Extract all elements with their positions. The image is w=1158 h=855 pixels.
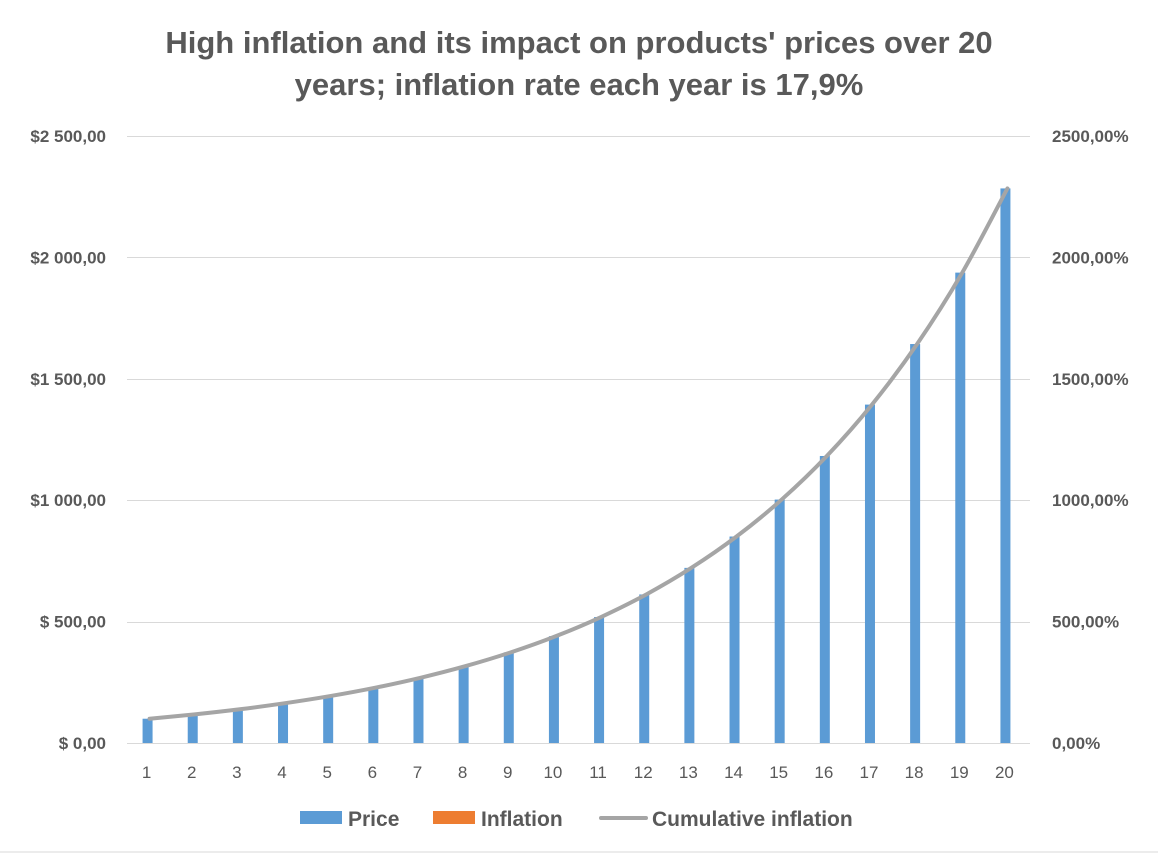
gridlines: [127, 136, 1030, 744]
left-tick-label: $2 500,00: [30, 127, 106, 146]
price-bar: [819, 455, 830, 743]
right-tick-label: 1000,00%: [1052, 491, 1129, 510]
cumulative-inflation-line: [147, 186, 1010, 721]
right-tick-label: 1500,00%: [1052, 370, 1129, 389]
right-tick-label: 2500,00%: [1052, 127, 1129, 146]
chart-title: High inflation and its impact on product…: [0, 22, 1158, 106]
x-tick-label: 11: [589, 763, 607, 782]
price-bar: [774, 499, 785, 743]
price-bar: [503, 652, 514, 743]
x-tick-label: 7: [413, 763, 422, 782]
x-tick-label: 14: [724, 763, 743, 782]
legend-label-inflation: Inflation: [481, 808, 563, 831]
price-bar: [142, 718, 153, 743]
x-tick-label: 20: [995, 763, 1014, 782]
chart-title-line-2: years; inflation rate each year is 17,9%: [294, 67, 864, 102]
left-tick-label: $ 500,00: [40, 613, 106, 632]
legend-swatch-price: [300, 811, 342, 824]
price-bar: [684, 567, 695, 743]
x-tick-label: 13: [679, 763, 698, 782]
x-tick-label: 5: [322, 763, 331, 782]
left-axis-ticks: $ 0,00 $ 500,00 $1 000,00 $1 500,00 $2 000,0…: [30, 127, 106, 753]
price-bar: [323, 696, 334, 743]
x-tick-label: 2: [187, 763, 196, 782]
price-bar: [594, 617, 605, 743]
price-bars: [142, 188, 1011, 743]
right-tick-label: 0,00%: [1052, 734, 1100, 753]
x-tick-label: 12: [634, 763, 653, 782]
chart-title-line-1: High inflation and its impact on product…: [165, 25, 993, 60]
legend-swatch-inflation: [433, 811, 475, 824]
price-bar: [548, 636, 559, 743]
right-tick-label: 2000,00%: [1052, 248, 1129, 267]
price-bar: [187, 714, 198, 743]
price-bar: [955, 272, 966, 743]
x-tick-label: 16: [814, 763, 833, 782]
price-bar: [458, 666, 469, 743]
legend-label-cumulative: Cumulative inflation: [652, 808, 853, 831]
x-tick-label: 10: [543, 763, 562, 782]
x-tick-label: 17: [860, 763, 879, 782]
x-tick-label: 3: [232, 763, 241, 782]
price-bar: [864, 404, 875, 743]
left-tick-label: $ 0,00: [59, 734, 106, 753]
left-tick-label: $2 000,00: [30, 248, 106, 267]
x-tick-label: 6: [368, 763, 377, 782]
x-tick-label: 1: [142, 763, 151, 782]
left-tick-label: $1 000,00: [30, 491, 106, 510]
price-bar: [1000, 188, 1011, 743]
legend-label-price: Price: [348, 808, 399, 831]
price-bar: [639, 594, 650, 743]
price-bar: [278, 703, 289, 743]
x-tick-label: 4: [277, 763, 286, 782]
right-axis-ticks: 0,00% 500,00% 1000,00% 1500,00% 2000,00% 2500…: [1052, 127, 1129, 753]
price-bar: [368, 687, 379, 743]
price-bar: [232, 709, 243, 743]
left-tick-label: $1 500,00: [30, 370, 106, 389]
x-tick-label: 9: [503, 763, 512, 782]
price-bar: [910, 344, 921, 743]
cumulative-line-layer: [147, 186, 1010, 721]
x-tick-label: 15: [769, 763, 788, 782]
price-bar: [729, 536, 740, 743]
x-axis-ticks: 1 2 3 4 5 6 7 8 9 10 11 12 13 14 15 16 17 18 19 20: [142, 763, 1014, 782]
right-tick-label: 500,00%: [1052, 613, 1119, 632]
x-tick-label: 19: [950, 763, 969, 782]
x-tick-label: 8: [458, 763, 467, 782]
x-tick-label: 18: [905, 763, 924, 782]
legend: Price Inflation Cumulative inflation: [300, 808, 853, 831]
price-bar: [413, 677, 424, 743]
